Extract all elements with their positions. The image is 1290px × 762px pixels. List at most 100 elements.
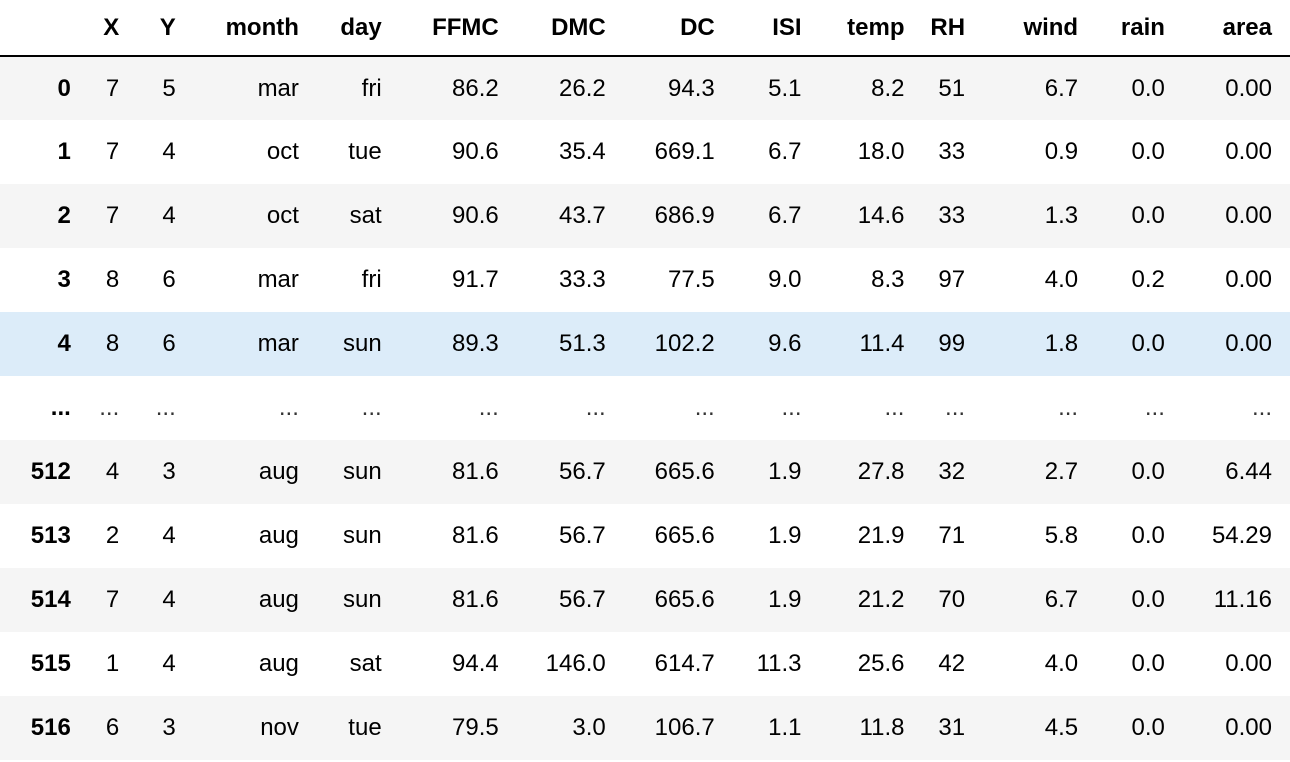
cell-wind: 1.3: [1044, 202, 1079, 229]
cell-dmc: 146.0: [545, 650, 606, 677]
cell-day: ...: [361, 394, 382, 421]
column-header-rain: rain: [1096, 0, 1183, 57]
cell-isi: 5.1: [768, 74, 802, 102]
cell-wind: 6.7: [1044, 74, 1079, 102]
cell-rain: 0.0: [1131, 138, 1165, 165]
cell-x: 7: [105, 138, 120, 165]
cell-wind: 1.8: [1044, 330, 1079, 357]
cell-isi: 6.7: [768, 138, 802, 165]
cell-temp: 18.0: [857, 138, 905, 165]
cell-rain: 0.0: [1131, 202, 1165, 229]
column-header-wind: wind: [983, 0, 1097, 57]
table-row: 1 7 4 oct tue 90.6 35.4 669.1 6.7 18.0 33 0.9 0.0 0.0…: [0, 120, 1290, 184]
row-index: 2: [57, 202, 71, 229]
cell-y: 6: [162, 266, 176, 293]
column-header-dmc: DMC: [516, 0, 624, 57]
cell-isi: 11.3: [756, 650, 802, 677]
cell-temp: 11.4: [859, 330, 905, 357]
row-index: 1: [57, 138, 71, 165]
cell-wind: 4.0: [1044, 650, 1079, 677]
cell-day: sun: [342, 458, 382, 485]
cell-dc: 686.9: [654, 202, 715, 229]
cell-rh: 70: [938, 586, 966, 613]
column-header-isi: ISI: [732, 0, 820, 57]
cell-ffmc: ...: [478, 394, 499, 421]
cell-rain: 0.0: [1131, 714, 1165, 741]
ellipsis-row: ........................................…: [0, 376, 1290, 440]
cell-area: 11.16: [1213, 586, 1272, 613]
cell-month: mar: [257, 330, 299, 357]
table-row: 2 7 4 oct sat 90.6 43.7 686.9 6.7 14.6 33 1.3 0.0 0.0…: [0, 184, 1290, 248]
cell-rh: 33: [938, 202, 966, 229]
cell-dc: ...: [694, 394, 715, 421]
cell-rh: 33: [938, 138, 966, 165]
row-index: 0: [57, 74, 71, 102]
cell-wind: 6.7: [1044, 586, 1079, 613]
cell-month: oct: [266, 138, 299, 165]
row-index: 4: [57, 330, 71, 357]
cell-area: ...: [1251, 394, 1272, 421]
column-header-y: Y: [137, 0, 194, 57]
cell-area: 0.00: [1225, 714, 1272, 741]
cell-x: 7: [105, 586, 120, 613]
cell-isi: 1.9: [768, 458, 802, 485]
table-row: 514 7 4 aug sun 81.6 56.7 665.6 1.9 21.2 70 6.7 0.0 1…: [0, 568, 1290, 632]
cell-y: 4: [162, 650, 176, 677]
cell-dc: 665.6: [654, 522, 715, 549]
cell-temp: 8.2: [871, 74, 905, 102]
cell-day: tue: [348, 714, 382, 741]
cell-wind: 4.5: [1044, 714, 1079, 741]
cell-x: 8: [105, 266, 120, 293]
index-header: [0, 0, 89, 57]
cell-dmc: 56.7: [559, 458, 606, 485]
cell-isi: 1.9: [768, 586, 802, 613]
cell-month: nov: [260, 714, 299, 741]
cell-area: 0.00: [1225, 650, 1272, 677]
row-index: 514: [30, 586, 71, 613]
cell-isi: 9.6: [768, 330, 802, 357]
cell-dmc: 3.0: [572, 714, 606, 741]
cell-day: fri: [361, 266, 382, 293]
cell-ffmc: 79.5: [452, 714, 499, 741]
cell-y: ...: [155, 394, 176, 421]
table-row: 516 6 3 nov tue 79.5 3.0 106.7 1.1 11.8 31 4.5 0.0 0.…: [0, 696, 1290, 760]
cell-wind: 4.0: [1044, 266, 1079, 293]
column-header-area: area: [1182, 0, 1290, 57]
cell-x: 1: [105, 650, 120, 677]
cell-y: 3: [162, 458, 176, 485]
cell-day: fri: [361, 74, 382, 102]
cell-dc: 665.6: [654, 458, 715, 485]
cell-ffmc: 94.4: [452, 650, 499, 677]
cell-x: 6: [105, 714, 120, 741]
cell-rh: 51: [938, 74, 966, 102]
cell-temp: 14.6: [857, 202, 905, 229]
cell-dmc: 56.7: [559, 586, 606, 613]
cell-rain: ...: [1144, 394, 1165, 421]
cell-dmc: ...: [585, 394, 606, 421]
cell-y: 6: [162, 330, 176, 357]
cell-isi: 1.9: [768, 522, 802, 549]
cell-area: 6.44: [1225, 458, 1272, 485]
column-header-ffmc: FFMC: [399, 0, 517, 57]
cell-ffmc: 89.3: [452, 330, 499, 357]
cell-month: ...: [278, 394, 299, 421]
row-index: 512: [30, 458, 71, 485]
cell-rain: 0.0: [1131, 74, 1165, 102]
cell-x: 4: [105, 458, 120, 485]
cell-ffmc: 81.6: [452, 522, 499, 549]
cell-isi: 1.1: [768, 714, 802, 741]
cell-month: mar: [257, 74, 299, 102]
cell-month: mar: [257, 266, 299, 293]
column-header-x: X: [88, 0, 138, 57]
cell-rh: 42: [938, 650, 966, 677]
cell-x: ...: [99, 394, 120, 421]
cell-month: aug: [258, 586, 299, 613]
cell-ffmc: 81.6: [452, 586, 499, 613]
cell-wind: 5.8: [1044, 522, 1079, 549]
cell-area: 0.00: [1225, 266, 1272, 293]
cell-rh: 97: [938, 266, 966, 293]
cell-ffmc: 81.6: [452, 458, 499, 485]
